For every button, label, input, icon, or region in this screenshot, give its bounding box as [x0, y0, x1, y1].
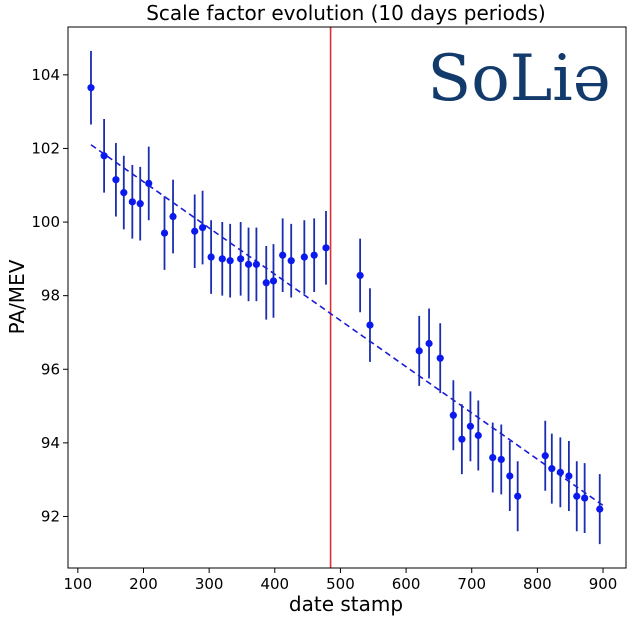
data-point [581, 494, 589, 502]
x-tick-label: 800 [523, 575, 552, 593]
data-point [506, 472, 514, 480]
data-point [573, 492, 581, 500]
x-axis-ticks: 100 200 300 400 500 600 700 800 900 [64, 568, 618, 593]
data-point [136, 200, 144, 208]
data-point [262, 279, 270, 287]
data-point [489, 453, 497, 462]
data-point [425, 339, 433, 348]
data-point [169, 212, 177, 221]
data-point [198, 223, 207, 232]
data-point [279, 251, 287, 259]
x-tick-label: 400 [260, 575, 289, 593]
plot-area [87, 27, 604, 568]
y-axis-label: PA/MEV [5, 259, 29, 334]
data-point [120, 189, 128, 197]
data-point [252, 260, 261, 268]
y-tick-label: 94 [41, 434, 60, 452]
data-point [322, 244, 330, 252]
data-point [191, 227, 199, 235]
y-tick-label: 92 [41, 507, 60, 525]
data-point [458, 435, 466, 443]
data-point [366, 321, 374, 329]
data-point [497, 455, 505, 464]
fit-line [90, 144, 604, 507]
data-point [548, 465, 556, 473]
data-point [145, 179, 153, 188]
data-point [436, 354, 444, 362]
data-point [415, 347, 423, 355]
y-tick-label: 100 [31, 213, 60, 231]
data-point [541, 452, 549, 460]
data-point [112, 176, 120, 184]
data-point [356, 271, 364, 280]
y-tick-label: 98 [41, 287, 60, 305]
x-tick-label: 900 [589, 575, 618, 593]
x-tick-label: 100 [64, 575, 93, 593]
data-point [100, 152, 108, 160]
data-point [160, 229, 169, 237]
data-point [514, 492, 522, 500]
data-point [226, 257, 234, 265]
data-point [207, 253, 215, 261]
data-point [218, 255, 226, 263]
data-point [128, 198, 136, 206]
chart-title: Scale factor evolution (10 days periods) [146, 1, 546, 25]
data-point [269, 277, 278, 285]
data-point [300, 253, 308, 261]
data-point [556, 468, 564, 476]
x-tick-label: 300 [195, 575, 224, 593]
x-tick-label: 500 [326, 575, 355, 593]
data-point [87, 84, 95, 92]
solid-logo: SoLiə [427, 42, 610, 116]
x-tick-label: 700 [457, 575, 486, 593]
x-tick-label: 200 [129, 575, 158, 593]
x-tick-label: 600 [392, 575, 421, 593]
data-point [244, 260, 253, 268]
data-point [596, 505, 604, 513]
x-axis-label: date stamp [289, 592, 403, 616]
y-tick-label: 102 [31, 139, 60, 157]
data-point [449, 411, 457, 419]
data-point [310, 251, 318, 259]
data-point [565, 472, 573, 480]
data-point [287, 257, 295, 265]
data-point [474, 431, 482, 440]
axes-frame [67, 26, 627, 569]
data-point [466, 422, 475, 430]
data-point [237, 255, 245, 263]
y-tick-label: 104 [31, 66, 60, 84]
y-tick-label: 96 [41, 360, 60, 378]
y-axis-ticks: 92 94 96 98 100 102 104 [31, 66, 68, 525]
